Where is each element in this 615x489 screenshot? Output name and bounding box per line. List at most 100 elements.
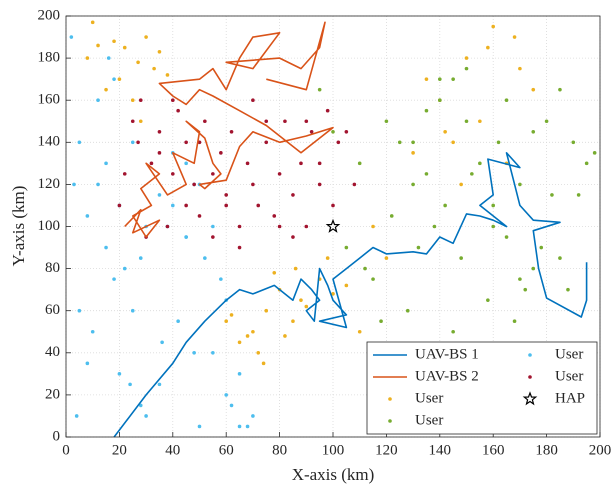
user-point — [304, 304, 309, 309]
user-point — [229, 129, 234, 134]
user-point — [192, 182, 196, 187]
user-point — [317, 161, 322, 166]
hap-marker — [325, 218, 341, 233]
legend-swatch — [388, 397, 392, 401]
user-point — [304, 119, 309, 124]
user-point — [496, 140, 501, 145]
user-point — [411, 182, 415, 187]
user-point — [77, 140, 82, 145]
user-point — [518, 66, 522, 71]
user-point — [397, 140, 402, 145]
y-tick-label: 140 — [38, 134, 61, 150]
user-point — [157, 382, 162, 387]
user-point — [224, 203, 228, 208]
user-point — [432, 224, 437, 229]
user-point — [69, 35, 74, 39]
user-point — [72, 182, 76, 187]
user-point — [106, 56, 111, 60]
user-point — [264, 308, 269, 313]
user-point — [237, 340, 242, 345]
user-point — [371, 277, 375, 281]
user-point — [117, 372, 122, 376]
user-point — [291, 235, 295, 239]
user-point — [130, 98, 135, 102]
user-point — [344, 283, 349, 288]
y-tick-label: 0 — [53, 428, 61, 444]
user-point — [558, 87, 562, 92]
user-point — [144, 414, 148, 418]
user-point — [237, 224, 242, 229]
y-tick-label: 20 — [45, 386, 60, 402]
user-point — [197, 214, 202, 218]
user-point — [424, 77, 429, 81]
user-point — [224, 193, 228, 197]
user-point — [136, 60, 140, 65]
y-tick-label: 60 — [45, 302, 60, 318]
user-point — [157, 151, 162, 155]
user-point — [550, 193, 554, 197]
trajectory — [124, 21, 334, 238]
user-point — [171, 203, 175, 208]
user-point — [157, 49, 162, 54]
legend-label: HAP — [555, 390, 585, 406]
user-point — [229, 403, 234, 408]
legend-swatch — [528, 375, 532, 379]
user-point — [405, 308, 410, 313]
user-point — [566, 287, 570, 292]
user-point — [104, 161, 108, 166]
user-point — [451, 329, 455, 334]
user-point — [491, 203, 496, 208]
user-point — [104, 245, 108, 250]
user-point — [251, 414, 255, 418]
user-point — [272, 214, 277, 218]
user-point — [424, 108, 429, 113]
user-point — [486, 45, 490, 50]
user-point — [371, 224, 375, 229]
user-point — [251, 329, 255, 334]
user-point — [176, 319, 180, 324]
user-point — [211, 224, 215, 229]
user-point — [291, 319, 295, 324]
user-point — [331, 203, 335, 208]
user-point — [443, 129, 447, 134]
user-point — [256, 351, 261, 355]
user-point — [197, 424, 202, 429]
user-point — [571, 140, 576, 145]
user-point — [245, 334, 250, 338]
x-tick-label: 160 — [482, 442, 505, 458]
user-point — [325, 256, 330, 260]
user-point — [184, 161, 188, 166]
y-tick-label: 80 — [45, 260, 60, 276]
user-point — [277, 172, 282, 176]
user-point — [459, 182, 463, 187]
x-tick-label: 120 — [375, 442, 398, 458]
user-point — [251, 98, 255, 102]
user-point — [112, 277, 116, 281]
user-point — [160, 340, 164, 345]
user-point — [203, 119, 207, 124]
user-point — [77, 308, 82, 313]
user-point — [184, 235, 188, 239]
trajectory — [113, 152, 588, 438]
user-point — [379, 319, 383, 324]
x-tick-label: 200 — [589, 442, 612, 458]
y-tick-label: 100 — [38, 218, 61, 234]
user-point — [384, 119, 389, 124]
user-point — [104, 87, 108, 92]
x-tick-label: 100 — [322, 442, 345, 458]
user-point — [438, 77, 442, 81]
user-point — [157, 129, 162, 134]
user-point — [277, 224, 282, 229]
user-point — [237, 245, 242, 250]
x-tick-label: 140 — [429, 442, 452, 458]
y-tick-label: 160 — [38, 92, 61, 108]
user-point — [165, 73, 170, 77]
user-point — [219, 277, 223, 281]
user-point — [96, 182, 100, 187]
user-point — [112, 77, 116, 81]
user-point — [299, 161, 303, 166]
x-tick-label: 60 — [219, 442, 234, 458]
user-point — [576, 193, 581, 197]
user-point — [416, 245, 421, 250]
legend-label: User — [415, 412, 443, 428]
